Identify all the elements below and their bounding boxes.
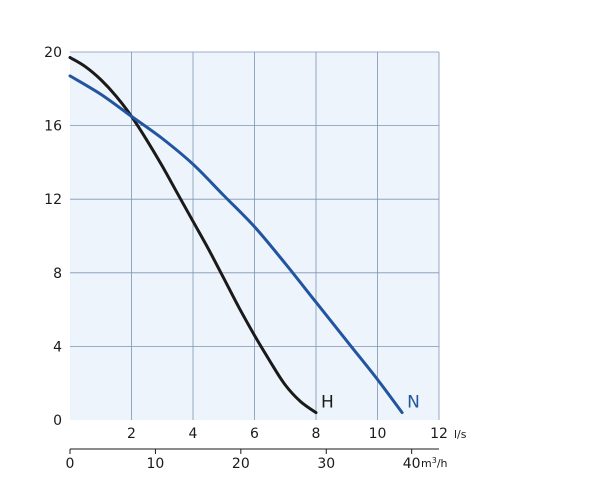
x-tick-label-primary: 4 bbox=[189, 426, 198, 442]
x-tick-label-secondary: 40 bbox=[403, 456, 421, 472]
series-line-n bbox=[68, 74, 404, 415]
x-tick-label-secondary: 30 bbox=[317, 456, 335, 472]
x-tick-label-secondary: 0 bbox=[66, 456, 75, 472]
series-line-h bbox=[68, 56, 318, 415]
series-label-h: H bbox=[321, 393, 334, 413]
y-tick-label: 0 bbox=[53, 413, 62, 429]
y-tick-label: 16 bbox=[44, 119, 62, 135]
x-tick-label-secondary: 10 bbox=[147, 456, 165, 472]
series-lines bbox=[68, 56, 404, 415]
x-tick-label-primary: 6 bbox=[250, 426, 259, 442]
y-tick-label: 4 bbox=[53, 339, 62, 355]
x-tick-label-secondary: 20 bbox=[232, 456, 250, 472]
y-tick-label: 12 bbox=[44, 192, 62, 208]
y-tick-label: 8 bbox=[53, 266, 62, 282]
y-tick-label: 20 bbox=[44, 45, 62, 61]
grid bbox=[70, 51, 440, 420]
series-label-n: N bbox=[407, 393, 420, 413]
x-tick-label-primary: 8 bbox=[312, 426, 321, 442]
x-tick-label-primary: 10 bbox=[369, 426, 387, 442]
x-tick-label-primary: 12 bbox=[430, 426, 448, 442]
x-unit-secondary: m3/h bbox=[421, 456, 448, 470]
x-unit-primary: l/s bbox=[454, 428, 467, 441]
x-tick-label-primary: 2 bbox=[127, 426, 136, 442]
